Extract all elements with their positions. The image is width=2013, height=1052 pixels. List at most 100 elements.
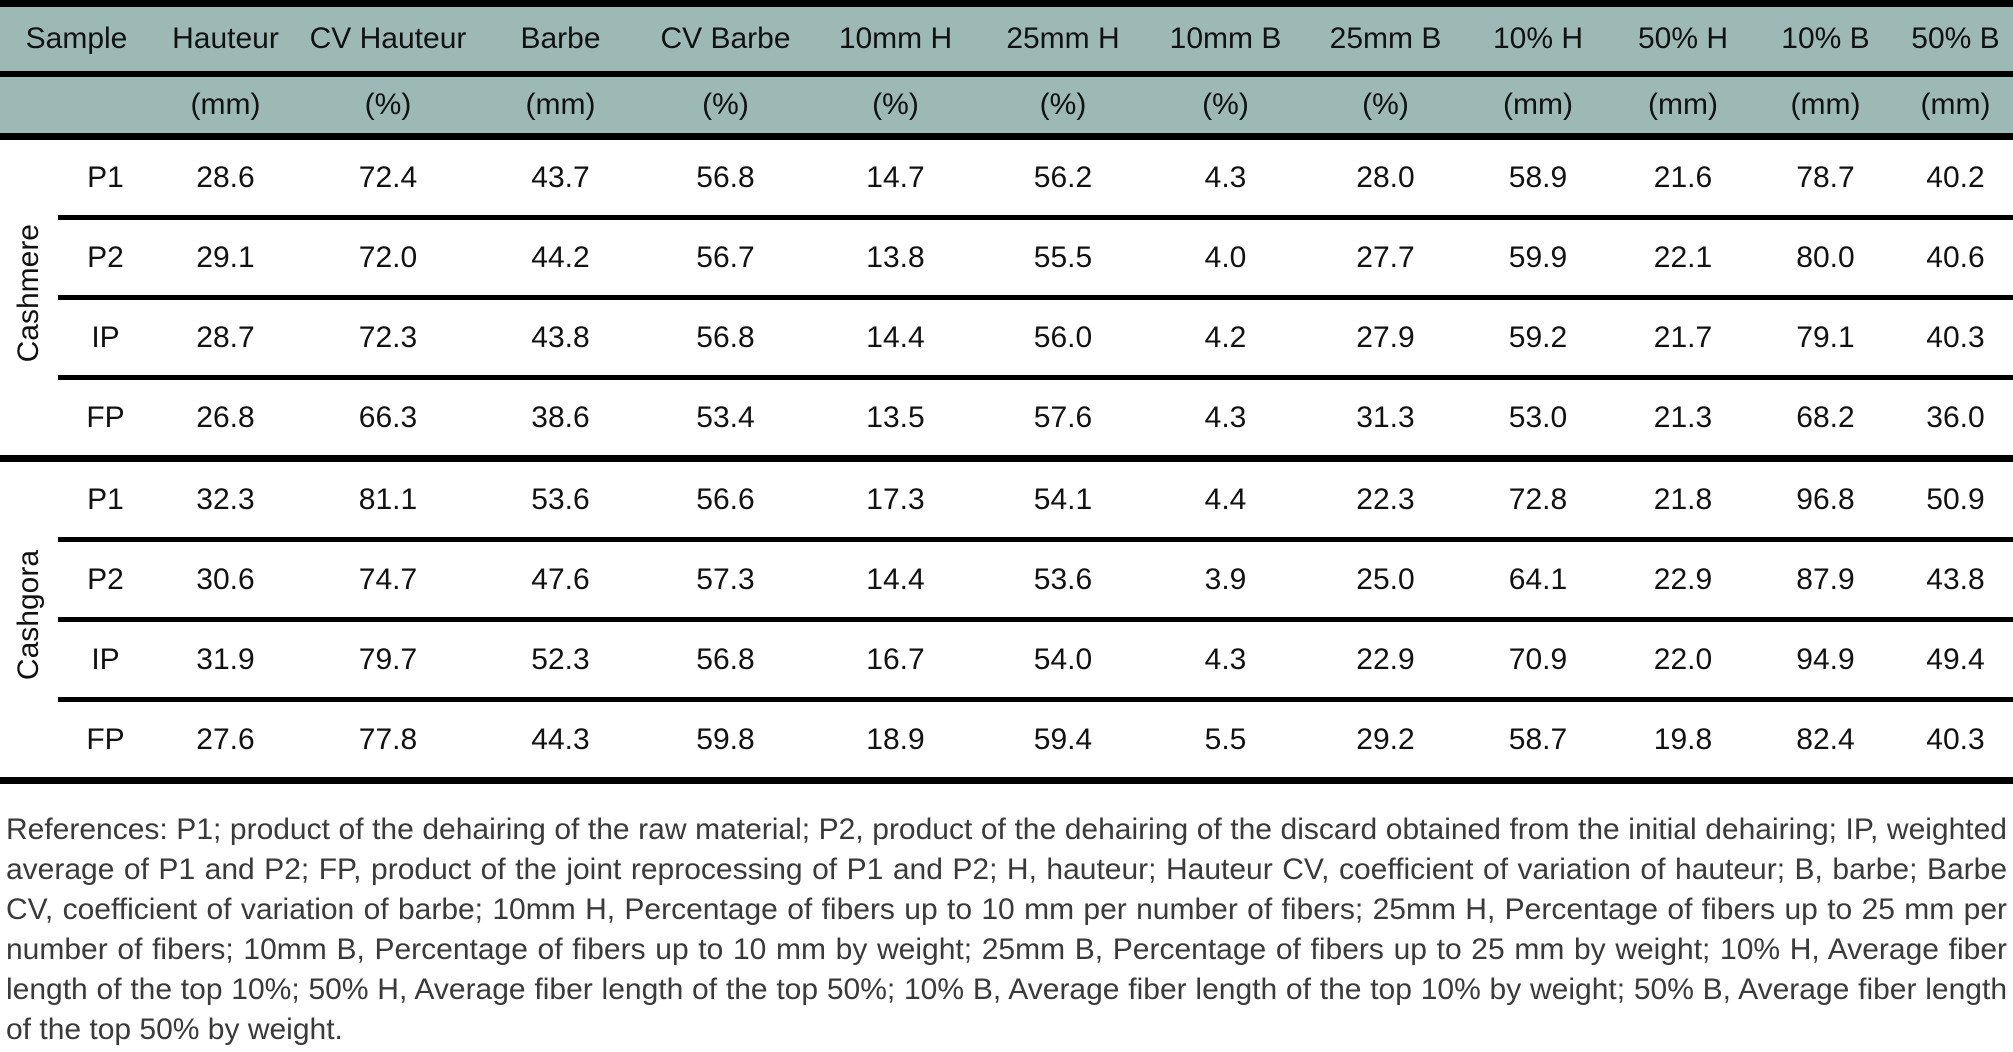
column-unit: (mm)	[1753, 74, 1898, 140]
value-cell: 56.7	[643, 217, 808, 300]
value-cell: 38.6	[478, 377, 643, 462]
value-cell: 14.4	[808, 539, 983, 622]
value-cell: 40.3	[1898, 297, 2013, 380]
value-cell: 54.0	[983, 619, 1143, 702]
value-cell: 72.8	[1463, 458, 1613, 542]
value-cell: 3.9	[1143, 539, 1308, 622]
column-header: Hauteur	[153, 3, 298, 77]
value-cell: 22.0	[1613, 619, 1753, 702]
value-cell: 52.3	[478, 619, 643, 702]
value-cell: 66.3	[298, 377, 478, 462]
group-label-cell: Cashmere	[0, 136, 58, 462]
value-cell: 53.6	[983, 539, 1143, 622]
value-cell: 17.3	[808, 458, 983, 542]
value-cell: 96.8	[1753, 458, 1898, 542]
value-cell: 49.4	[1898, 619, 2013, 702]
value-cell: 72.0	[298, 217, 478, 300]
value-cell: 22.9	[1308, 619, 1463, 702]
value-cell: 53.4	[643, 377, 808, 462]
sample-code-cell: P1	[58, 136, 153, 220]
value-cell: 27.7	[1308, 217, 1463, 300]
table-row: Cashmere P1 28.6 72.4 43.7 56.8 14.7 56.2 4.3 28.…	[0, 136, 2013, 462]
sample-code-cell: IP	[58, 619, 153, 702]
value-cell: 72.4	[298, 136, 478, 220]
value-cell: 28.6	[153, 136, 298, 220]
table-row: P2 29.1 72.0 44.2 56.7 13.8 55.5 4.0 27.7 59.9 22.…	[0, 217, 2013, 300]
value-cell: 80.0	[1753, 217, 1898, 300]
table-row: FP 26.8 66.3 38.6 53.4 13.5 57.6 4.3 31.3 53.0 21.…	[0, 377, 2013, 462]
column-header: 10% H	[1463, 3, 1613, 77]
sample-code-cell: IP	[58, 297, 153, 380]
value-cell: 58.9	[1463, 136, 1613, 220]
value-cell: 72.3	[298, 297, 478, 380]
table-row: FP 27.6 77.8 44.3 59.8 18.9 59.4 5.5 29.2 58.7 19.…	[0, 699, 2013, 784]
header-unit-row: (mm) (%) (mm) (%) (%) (%) (%) (%) (mm) (mm) (mm) (m…	[0, 74, 2013, 140]
value-cell: 53.6	[478, 458, 643, 542]
sample-code-cell: P2	[58, 217, 153, 300]
value-cell: 59.2	[1463, 297, 1613, 380]
value-cell: 87.9	[1753, 539, 1898, 622]
value-cell: 56.8	[643, 297, 808, 380]
header-label-row: Sample Hauteur CV Hauteur Barbe CV Barbe 10mm…	[0, 3, 2013, 77]
references-footnote: References: P1; product of the dehairing…	[6, 813, 2007, 1046]
value-cell: 59.9	[1463, 217, 1613, 300]
value-cell: 40.3	[1898, 699, 2013, 784]
column-unit: (mm)	[1463, 74, 1613, 140]
column-unit: (mm)	[153, 74, 298, 140]
value-cell: 40.2	[1898, 136, 2013, 220]
value-cell: 56.0	[983, 297, 1143, 380]
value-cell: 13.5	[808, 377, 983, 462]
column-header: 25mm B	[1308, 3, 1463, 77]
value-cell: 22.9	[1613, 539, 1753, 622]
column-header: 25mm H	[983, 3, 1143, 77]
value-cell: 44.2	[478, 217, 643, 300]
value-cell: 57.6	[983, 377, 1143, 462]
value-cell: 56.8	[643, 619, 808, 702]
value-cell: 4.0	[1143, 217, 1308, 300]
column-header: 10% B	[1753, 3, 1898, 77]
value-cell: 30.6	[153, 539, 298, 622]
value-cell: 40.6	[1898, 217, 2013, 300]
value-cell: 94.9	[1753, 619, 1898, 702]
value-cell: 36.0	[1898, 377, 2013, 462]
value-cell: 59.4	[983, 699, 1143, 784]
value-cell: 26.8	[153, 377, 298, 462]
column-header: 10mm H	[808, 3, 983, 77]
value-cell: 14.4	[808, 297, 983, 380]
value-cell: 28.7	[153, 297, 298, 380]
value-cell: 56.8	[643, 136, 808, 220]
sample-code-cell: P2	[58, 539, 153, 622]
sample-code-cell: FP	[58, 699, 153, 784]
value-cell: 79.1	[1753, 297, 1898, 380]
value-cell: 55.5	[983, 217, 1143, 300]
value-cell: 31.3	[1308, 377, 1463, 462]
value-cell: 21.3	[1613, 377, 1753, 462]
table-row: Cashgora P1 32.3 81.1 53.6 56.6 17.3 54.1 4.4 22.…	[0, 458, 2013, 784]
value-cell: 54.1	[983, 458, 1143, 542]
value-cell: 43.8	[478, 297, 643, 380]
value-cell: 32.3	[153, 458, 298, 542]
column-unit: (%)	[808, 74, 983, 140]
value-cell: 21.7	[1613, 297, 1753, 380]
value-cell: 14.7	[808, 136, 983, 220]
column-header: 10mm B	[1143, 3, 1308, 77]
value-cell: 70.9	[1463, 619, 1613, 702]
value-cell: 56.6	[643, 458, 808, 542]
value-cell: 22.1	[1613, 217, 1753, 300]
table-row: P2 30.6 74.7 47.6 57.3 14.4 53.6 3.9 25.0 64.1 22.…	[0, 539, 2013, 622]
value-cell: 29.2	[1308, 699, 1463, 784]
value-cell: 27.9	[1308, 297, 1463, 380]
value-cell: 29.1	[153, 217, 298, 300]
group-label: Cashgora	[12, 550, 45, 681]
value-cell: 5.5	[1143, 699, 1308, 784]
value-cell: 13.8	[808, 217, 983, 300]
sample-code-cell: FP	[58, 377, 153, 462]
group-label-cell: Cashgora	[0, 458, 58, 784]
value-cell: 4.3	[1143, 136, 1308, 220]
column-header: CV Barbe	[643, 3, 808, 77]
value-cell: 78.7	[1753, 136, 1898, 220]
value-cell: 59.8	[643, 699, 808, 784]
value-cell: 25.0	[1308, 539, 1463, 622]
value-cell: 64.1	[1463, 539, 1613, 622]
column-unit: (%)	[298, 74, 478, 140]
